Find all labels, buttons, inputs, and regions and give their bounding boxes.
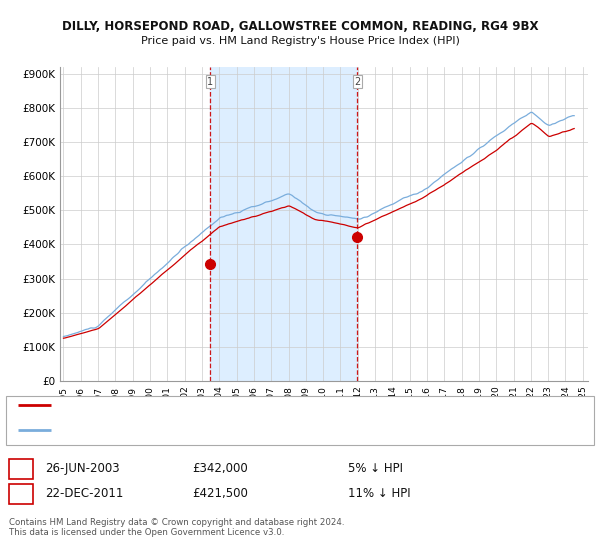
Text: DILLY, HORSEPOND ROAD, GALLOWSTREE COMMON, READING, RG4 9BX: DILLY, HORSEPOND ROAD, GALLOWSTREE COMMO… [62, 20, 538, 32]
Text: 1: 1 [208, 77, 214, 87]
Bar [211, 67, 358, 381]
Text: 22-DEC-2011: 22-DEC-2011 [45, 487, 124, 501]
Text: DILLY, HORSEPOND ROAD, GALLOWSTREE COMMON, READING, RG4 9BX (detached hous: DILLY, HORSEPOND ROAD, GALLOWSTREE COMMO… [54, 400, 475, 409]
Text: Price paid vs. HM Land Registry's House Price Index (HPI): Price paid vs. HM Land Registry's House … [140, 36, 460, 46]
Text: 2: 2 [17, 487, 25, 501]
Text: 26-JUN-2003: 26-JUN-2003 [45, 462, 119, 475]
Text: 1: 1 [17, 462, 25, 475]
Text: 5% ↓ HPI: 5% ↓ HPI [348, 462, 403, 475]
Text: £421,500: £421,500 [192, 487, 248, 501]
Text: 2: 2 [354, 77, 361, 87]
Text: Contains HM Land Registry data © Crown copyright and database right 2024.
This d: Contains HM Land Registry data © Crown c… [9, 518, 344, 538]
Text: HPI: Average price, detached house, South Oxfordshire: HPI: Average price, detached house, Sout… [54, 426, 316, 435]
Text: £342,000: £342,000 [192, 462, 248, 475]
Text: 11% ↓ HPI: 11% ↓ HPI [348, 487, 410, 501]
